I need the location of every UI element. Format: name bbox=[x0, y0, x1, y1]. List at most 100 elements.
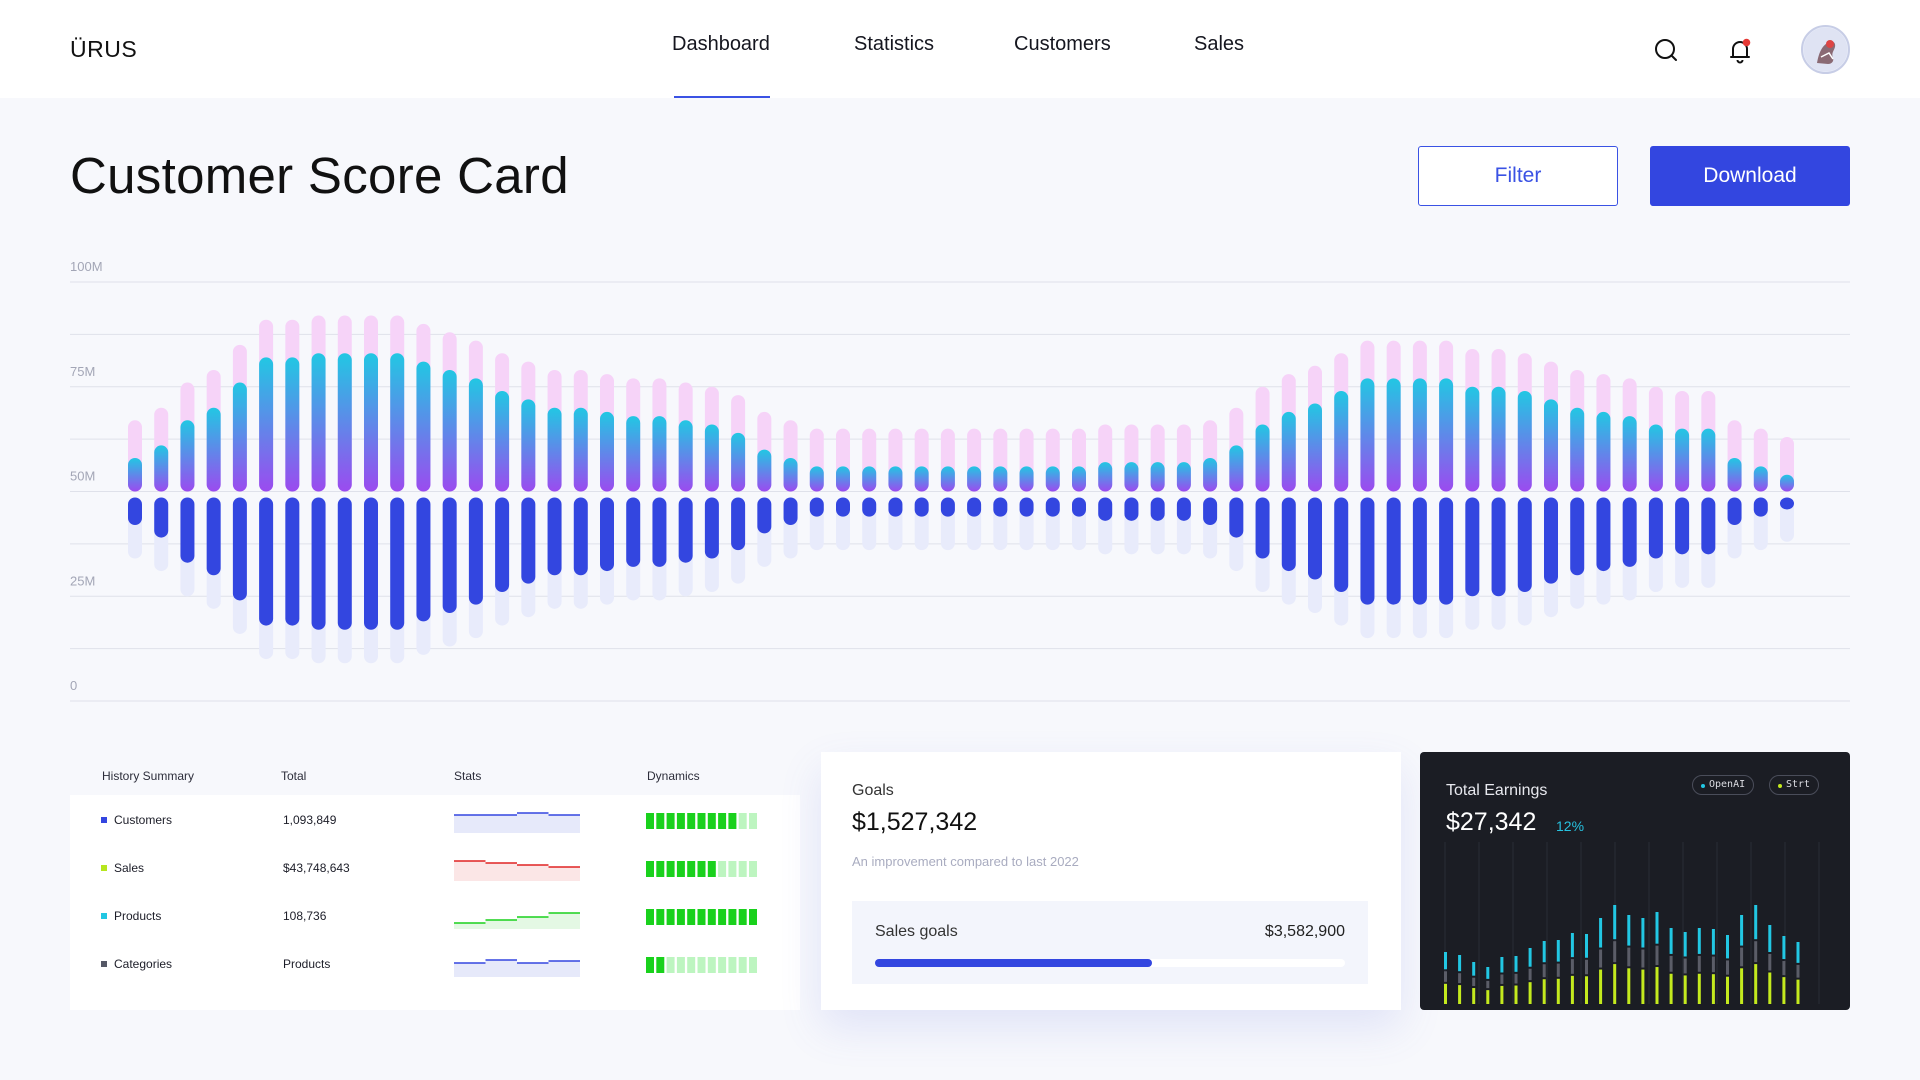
earn-bar-lime bbox=[1782, 977, 1786, 1004]
bar-upper bbox=[416, 361, 431, 492]
filter-button[interactable]: Filter bbox=[1418, 146, 1618, 206]
earn-bar-grey bbox=[1754, 941, 1758, 963]
legend-tag-strt[interactable]: Strt bbox=[1769, 775, 1820, 795]
row-name: Customers bbox=[114, 813, 173, 827]
stats-sparkline bbox=[454, 860, 580, 881]
earn-bar-cyan bbox=[1782, 936, 1786, 960]
earn-bar-grey bbox=[1740, 947, 1744, 967]
bar-lower bbox=[1622, 497, 1637, 567]
earn-bar-cyan bbox=[1458, 955, 1462, 972]
bar-lower bbox=[704, 497, 719, 559]
earn-bar-cyan bbox=[1697, 928, 1701, 954]
bar-lower bbox=[757, 497, 772, 534]
bar-lower bbox=[1596, 497, 1611, 572]
earn-bar-cyan bbox=[1669, 928, 1673, 954]
bar-upper bbox=[1465, 386, 1480, 492]
earn-bar-cyan bbox=[1796, 942, 1800, 963]
bar-lower bbox=[1019, 497, 1034, 517]
bar-lower bbox=[678, 497, 693, 563]
bar-lower bbox=[652, 497, 667, 567]
earn-bar-cyan bbox=[1599, 918, 1603, 948]
spark-area bbox=[485, 920, 517, 929]
legend-tag-openai[interactable]: OpenAI bbox=[1692, 775, 1755, 795]
nav-statistics[interactable]: Statistics bbox=[854, 33, 935, 55]
dynamics-segment bbox=[656, 909, 665, 925]
earn-bar-grey bbox=[1585, 959, 1588, 975]
table-row[interactable]: Sales $43,748,643 bbox=[70, 843, 800, 891]
bar-lower bbox=[1360, 497, 1375, 605]
progress-fill bbox=[875, 959, 1153, 967]
bar-upper bbox=[783, 457, 798, 492]
spark-area bbox=[517, 917, 549, 929]
bar-upper bbox=[547, 407, 562, 492]
brand-logo[interactable]: ÜRUS bbox=[70, 36, 138, 62]
spark-area bbox=[548, 815, 580, 833]
bar-upper bbox=[364, 353, 378, 492]
bar-upper bbox=[1596, 411, 1611, 492]
y-tick-label: 50M bbox=[70, 469, 95, 484]
bar-lower bbox=[495, 497, 510, 593]
dynamics-segment bbox=[697, 861, 706, 877]
bar-upper bbox=[914, 466, 929, 492]
earn-bar-grey bbox=[1458, 973, 1462, 984]
y-tick-label: 100M bbox=[70, 259, 103, 274]
bell-icon[interactable] bbox=[1720, 30, 1760, 70]
table-row[interactable]: Products 108,736 bbox=[70, 891, 800, 939]
legend-dot bbox=[1778, 784, 1782, 788]
bar-lower bbox=[468, 497, 483, 605]
bar-lower bbox=[1203, 497, 1218, 526]
header-total: Total bbox=[281, 769, 307, 783]
goals-label: Goals bbox=[852, 782, 894, 799]
user-avatar[interactable] bbox=[1801, 25, 1850, 74]
dynamics-segment bbox=[646, 861, 654, 877]
dynamics-segment bbox=[738, 813, 747, 829]
bar-lower bbox=[547, 497, 562, 576]
earn-bar-grey bbox=[1486, 980, 1490, 989]
nav-customers[interactable]: Customers bbox=[1014, 33, 1111, 55]
bar-upper bbox=[809, 466, 824, 492]
search-icon[interactable] bbox=[1646, 30, 1686, 70]
earn-bar-cyan bbox=[1613, 905, 1617, 940]
bar-lower bbox=[1570, 497, 1585, 576]
total-earnings-card: Total Earnings $27,342 12% OpenAI Strt bbox=[1420, 752, 1850, 1010]
bar-lower bbox=[1308, 497, 1322, 580]
bar-upper bbox=[626, 416, 641, 492]
bar-upper bbox=[757, 449, 772, 492]
bar-upper bbox=[1491, 386, 1506, 492]
spark-area bbox=[517, 813, 549, 833]
dynamics-segment bbox=[646, 813, 654, 829]
earn-bar-cyan bbox=[1570, 933, 1574, 958]
bar-lower bbox=[967, 497, 982, 517]
dynamics-segment bbox=[646, 909, 654, 925]
nav-sales[interactable]: Sales bbox=[1194, 33, 1245, 55]
earn-bar-cyan bbox=[1514, 956, 1518, 972]
earn-bar-cyan bbox=[1627, 915, 1631, 946]
legend-square bbox=[101, 817, 107, 823]
table-row[interactable]: Customers 1,093,849 bbox=[70, 795, 800, 843]
bar-lower bbox=[390, 497, 405, 630]
earn-bar-lime bbox=[1754, 964, 1758, 1004]
bar-lower bbox=[1727, 497, 1742, 526]
bar-upper bbox=[1150, 462, 1165, 492]
bar-lower bbox=[311, 497, 326, 630]
bar-lower bbox=[1045, 497, 1060, 517]
earn-bar-cyan bbox=[1683, 932, 1687, 957]
earn-bar-grey bbox=[1711, 956, 1715, 973]
top-navigation-bar: ÜRUS Dashboard Statistics Customers Sale… bbox=[0, 0, 1920, 98]
table-row[interactable]: Categories Products bbox=[70, 939, 800, 987]
bar-lower bbox=[862, 497, 877, 517]
dynamics-segment bbox=[738, 861, 747, 877]
earn-bar-grey bbox=[1514, 973, 1518, 984]
earn-bar-lime bbox=[1528, 982, 1532, 1004]
earn-bar-lime bbox=[1613, 964, 1617, 1004]
download-button[interactable]: Download bbox=[1650, 146, 1850, 206]
bar-upper bbox=[180, 420, 195, 492]
nav-dashboard[interactable]: Dashboard bbox=[672, 33, 770, 98]
bar-upper bbox=[573, 407, 588, 492]
earn-bar-lime bbox=[1669, 973, 1673, 1004]
page-title: Customer Score Card bbox=[70, 147, 569, 204]
bar-lower bbox=[1675, 497, 1690, 555]
dynamics-segment bbox=[676, 861, 685, 877]
earn-bar-lime bbox=[1627, 968, 1631, 1004]
dynamics-segment bbox=[718, 909, 727, 925]
